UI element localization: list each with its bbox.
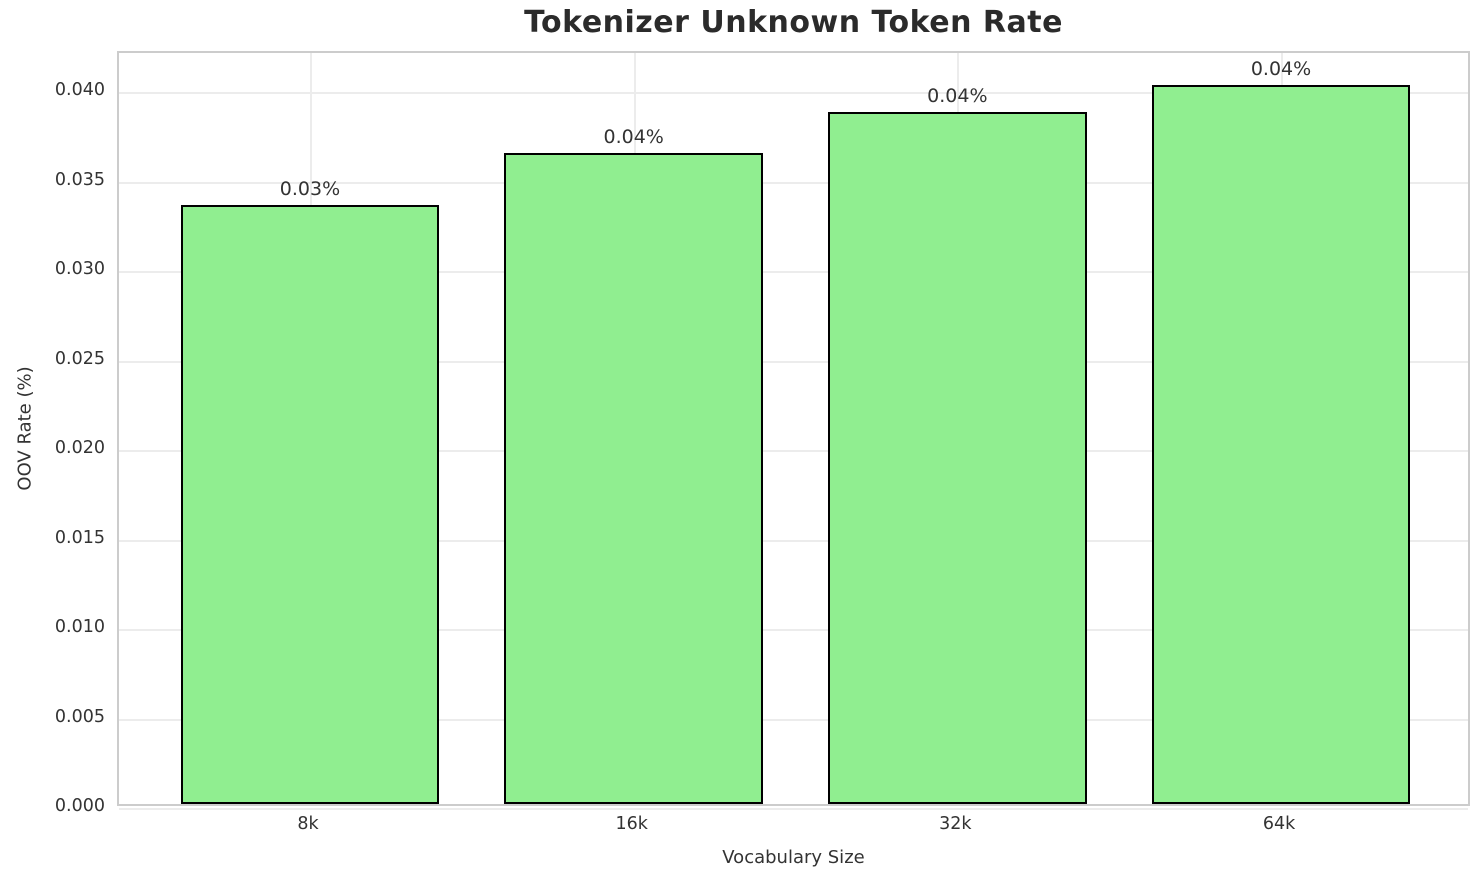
bar-value-label: 0.04% <box>603 125 664 148</box>
bar-16k <box>504 152 764 804</box>
y-gridline <box>119 539 1468 542</box>
y-axis-title: OOV Rate (%) <box>6 51 44 806</box>
y-gridline <box>119 450 1468 453</box>
x-tick-label-8k: 8k <box>297 814 319 834</box>
y-tick-label: 0.015 <box>54 527 105 548</box>
y-tick-label: 0.025 <box>54 348 105 369</box>
y-axis-title-text: OOV Rate (%) <box>14 366 36 491</box>
y-tick-label: 0.005 <box>54 706 105 727</box>
bar-value-label: 0.04% <box>927 84 988 107</box>
y-tick-label: 0.020 <box>54 438 105 459</box>
bar-8k <box>180 204 440 804</box>
y-gridline <box>119 718 1468 721</box>
chart-title: Tokenizer Unknown Token Rate <box>524 5 1063 40</box>
y-gridline <box>119 181 1468 184</box>
x-tick-label-32k: 32k <box>939 814 972 834</box>
y-gridline <box>119 92 1468 95</box>
y-tick-label: 0.010 <box>54 617 105 638</box>
y-tick-label: 0.030 <box>54 259 105 280</box>
x-tick-label-16k: 16k <box>615 814 648 834</box>
y-tick-label: 0.000 <box>54 796 105 816</box>
y-gridline <box>119 629 1468 632</box>
bar-32k <box>827 111 1087 804</box>
bar-value-label: 0.04% <box>1250 57 1312 80</box>
x-axis-title: Vocabulary Size <box>722 847 865 868</box>
y-gridline <box>119 360 1468 363</box>
y-gridline <box>119 271 1468 274</box>
bar-64k <box>1151 84 1411 804</box>
plot-area: 0.03% 0.04% 0.04% 0.04% <box>117 51 1470 810</box>
y-tick-label: 0.035 <box>54 169 105 190</box>
bar-value-label: 0.03% <box>279 177 341 200</box>
y-gridline <box>119 808 1468 810</box>
y-tick-label: 0.040 <box>54 80 105 101</box>
x-tick-label-64k: 64k <box>1262 814 1296 834</box>
